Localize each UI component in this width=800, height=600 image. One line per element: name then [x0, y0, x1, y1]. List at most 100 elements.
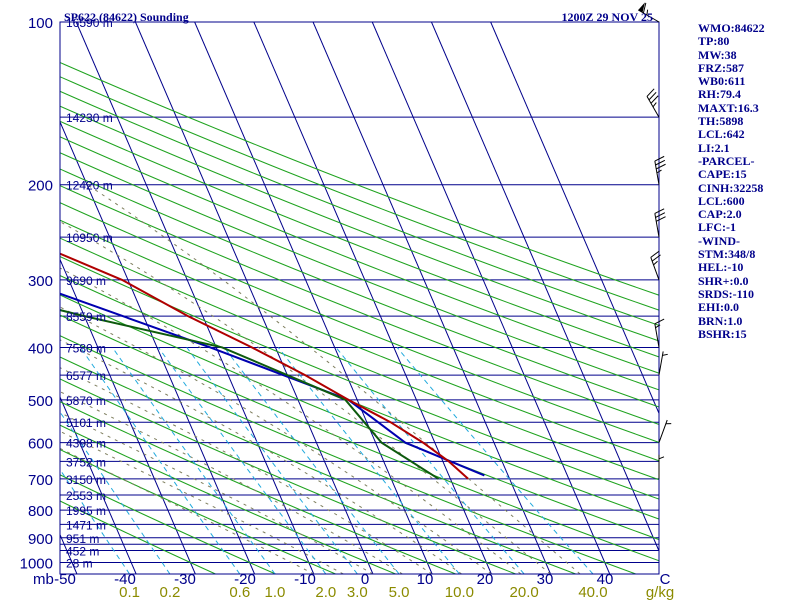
moist-adiabat-line: [60, 367, 433, 574]
height-label: 6577 m: [66, 369, 106, 383]
sounding-parameter: FRZ:587: [698, 60, 744, 75]
wind-barb-half: [656, 169, 662, 174]
mixing-ratio-line: [80, 347, 241, 574]
sounding-parameter: WB0:611: [698, 74, 746, 89]
dry-adiabat-line: [60, 136, 659, 374]
height-label: 2553 m: [66, 489, 106, 503]
temperature-tick-label: 10: [417, 571, 434, 588]
wind-barb: [658, 419, 672, 443]
sounding-parameter: SRDS:-110: [698, 286, 755, 301]
sounding-parameter: CAPE:15: [698, 167, 747, 182]
mixing-ratio-tick-label: 0.2: [159, 584, 180, 600]
sounding-parameters: WMO:84622 TP:80 MW:38 FRZ:587 WB0:611 RH:79.4…: [698, 21, 765, 341]
height-label: 12420 m: [66, 179, 113, 193]
dry-adiabat-line: [60, 500, 216, 574]
moist-adiabat-line: [60, 447, 314, 574]
wind-barb-full: [655, 216, 666, 222]
sounding-parameter: LFC:-1: [698, 220, 736, 235]
wind-barb-full: [651, 254, 661, 262]
mixing-ratio-line: [157, 347, 327, 574]
wind-barb: [654, 318, 665, 348]
wind-barb-full: [646, 88, 655, 97]
sounding-parameter: LI:2.1: [698, 140, 730, 155]
height-label: 1995 m: [66, 504, 106, 518]
parcel-line: [60, 292, 485, 477]
pressure-tick-label: 1000: [20, 556, 53, 573]
temperature-tick-label: -20: [234, 571, 256, 588]
mixing-ratio-tick-label: 5.0: [389, 584, 410, 600]
dry-adiabat-line: [60, 185, 659, 425]
moist-adiabat-line: [60, 412, 374, 574]
sounding-parameter: CAP:2.0: [698, 207, 742, 222]
isotherm-line: [490, 22, 659, 415]
wind-barb-half: [653, 260, 658, 266]
pressure-tick-label: 400: [28, 340, 53, 357]
sounding-parameter: -WIND-: [698, 233, 740, 248]
wind-barbs: [637, 2, 672, 479]
sounding-parameter: CINH:32258: [698, 180, 764, 195]
dry-adiabat-line: [60, 378, 516, 574]
dry-adiabat-line: [60, 294, 659, 541]
mixing-ratio-line: [186, 347, 358, 574]
wind-barb-full: [654, 318, 665, 325]
wind-barb-half: [652, 102, 657, 108]
temperature-tick-label: 30: [537, 571, 554, 588]
sounding-parameter: SHR+:0.0: [698, 273, 749, 288]
dry-adiabat-line: [60, 105, 659, 342]
height-label: 9690 m: [66, 274, 106, 288]
pressure-tick-label: 600: [28, 436, 53, 453]
isotherm-line: [253, 22, 492, 574]
temperature-tick-label: 40: [597, 571, 614, 588]
wind-barb-pennant: [638, 2, 645, 13]
plot-frame: [59, 21, 660, 575]
axis-unit-mb: mb: [33, 571, 54, 588]
sounding-parameter: TH:5898: [698, 114, 744, 129]
mixing-ratio-line: [60, 411, 171, 574]
wind-barb-full: [654, 155, 665, 162]
height-label: 3150 m: [66, 473, 106, 487]
pressure-tick-label: 900: [28, 531, 53, 548]
temperature-tick-label: -50: [54, 571, 76, 588]
isotherm-line: [60, 258, 196, 574]
moist-adiabat-line: [86, 184, 581, 574]
dry-adiabat-line: [60, 401, 456, 574]
wind-barb-full: [650, 250, 660, 258]
height-label: 5101 m: [66, 416, 106, 430]
temperature-tick-label: 20: [477, 571, 494, 588]
sounding-parameter: -PARCEL-: [698, 153, 755, 168]
isotherm-line: [371, 22, 611, 574]
mixing-ratio-line: [223, 347, 400, 574]
pressure-tick-label: 500: [28, 393, 53, 410]
sounding-parameter: BRN:1.0: [698, 313, 743, 328]
wind-barb-full: [654, 208, 665, 214]
wind-barb-staff: [658, 419, 668, 443]
height-label: 1471 m: [66, 518, 106, 532]
wind-barb-full: [642, 2, 647, 14]
wind-barb-half: [658, 456, 665, 460]
dry-adiabat-line: [60, 424, 396, 574]
dry-adiabat-line: [60, 168, 659, 408]
wind-barb-half: [646, 9, 649, 16]
pressure-tick-label: 100: [28, 15, 53, 32]
wind-barb-half: [662, 353, 668, 356]
sounding-parameter: MAXT:16.3: [698, 100, 759, 115]
sounding-parameter: MW:38: [698, 47, 737, 62]
isotherm-line: [60, 120, 255, 574]
mixing-ratio-tick-label: g/kg: [646, 584, 674, 600]
chart-title: SP622 (84622) Sounding: [64, 10, 189, 24]
pressure-tick-label: 700: [28, 472, 53, 489]
height-label: 10950 m: [66, 231, 113, 245]
mixing-ratio-tick-label: 20.0: [510, 584, 539, 600]
pressure-tick-label: 200: [28, 178, 53, 195]
wind-barb: [637, 2, 660, 23]
mixing-ratio-tick-label: 10.0: [445, 584, 474, 600]
height-label: 951 m: [66, 532, 99, 546]
dry-adiabat-line: [60, 314, 659, 562]
wind-barb: [658, 454, 665, 479]
dry-adiabat-line: [60, 120, 659, 358]
wind-barb: [654, 208, 666, 238]
dry-adiabat-line: [60, 202, 659, 443]
sounding-parameter: TP:80: [698, 34, 730, 49]
mixing-ratio-line: [111, 347, 276, 574]
mixing-ratio-line: [396, 347, 594, 574]
